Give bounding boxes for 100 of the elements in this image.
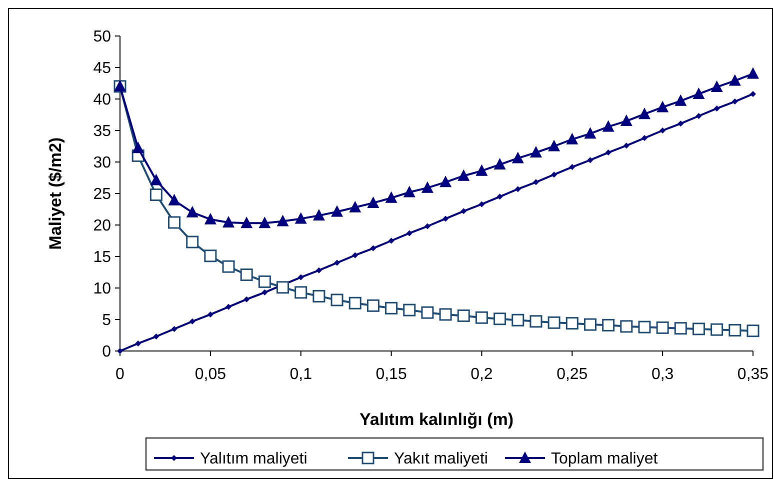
point	[457, 309, 470, 322]
point	[512, 314, 524, 326]
point	[258, 275, 271, 288]
point	[222, 260, 235, 273]
point	[440, 176, 452, 188]
point	[496, 194, 503, 200]
point	[750, 90, 756, 97]
point	[656, 100, 669, 112]
point	[316, 267, 322, 274]
point	[349, 200, 362, 212]
point	[605, 150, 612, 156]
point	[168, 194, 180, 206]
point	[732, 98, 738, 105]
point	[656, 321, 669, 334]
point	[117, 348, 123, 354]
point	[696, 113, 702, 120]
point	[385, 302, 398, 314]
point	[587, 157, 594, 164]
point	[620, 320, 633, 333]
point	[475, 311, 488, 324]
point	[207, 311, 214, 318]
point	[710, 80, 723, 92]
x-tick-label: 0,05	[194, 366, 226, 383]
y-tick-label: 15	[93, 249, 112, 266]
point	[388, 238, 394, 244]
y-tick-label: 30	[93, 154, 112, 172]
point	[548, 140, 560, 152]
point	[406, 230, 412, 236]
point	[692, 87, 705, 99]
point	[548, 316, 560, 329]
point	[331, 205, 344, 217]
point	[312, 209, 325, 221]
point	[168, 216, 181, 229]
y-tick-label: 35	[93, 123, 112, 140]
point	[294, 286, 308, 299]
point	[442, 216, 449, 222]
point	[153, 334, 160, 340]
y-tick-label: 0	[102, 344, 112, 361]
point	[478, 201, 485, 208]
point	[262, 289, 268, 296]
point	[334, 260, 340, 266]
point	[439, 308, 452, 321]
x-tick-label: 0,2	[470, 366, 493, 383]
point	[674, 94, 687, 106]
legend-label: Yakıt maliyeti	[394, 450, 488, 468]
point	[150, 174, 162, 186]
legend-label: Toplam maliyet	[551, 450, 658, 468]
y-tick-label: 20	[93, 218, 112, 235]
point	[476, 164, 488, 176]
x-axis-title: Yalıtım kalınlığı (m)	[360, 410, 514, 429]
point	[710, 323, 724, 336]
x-tick-label: 0,15	[376, 366, 407, 383]
point	[458, 169, 470, 181]
point	[746, 324, 760, 338]
point	[460, 208, 467, 214]
point	[551, 172, 558, 178]
point	[204, 250, 217, 262]
point	[714, 105, 720, 112]
point	[620, 114, 632, 126]
point	[623, 142, 630, 149]
point	[186, 206, 198, 218]
point	[494, 312, 506, 326]
point	[132, 142, 144, 154]
point	[240, 268, 253, 282]
point	[370, 245, 376, 252]
point	[602, 120, 614, 132]
point	[352, 252, 358, 258]
legend-label: Yalıtım maliyeti	[200, 450, 308, 468]
point	[276, 281, 290, 294]
point	[189, 318, 196, 324]
point	[530, 146, 542, 158]
point	[421, 306, 434, 319]
x-tick-label: 0,1	[290, 366, 312, 383]
y-tick-label: 10	[93, 280, 112, 298]
point	[566, 132, 578, 144]
point	[424, 223, 430, 230]
x-tick-label: 0,25	[556, 366, 588, 383]
point	[638, 320, 651, 334]
point	[512, 152, 524, 164]
point	[240, 216, 253, 228]
point	[403, 304, 416, 316]
point	[312, 290, 326, 302]
x-tick-label: 0,3	[651, 366, 674, 383]
point	[674, 322, 687, 335]
y-tick-label: 5	[102, 312, 112, 330]
point	[678, 120, 684, 127]
point	[728, 74, 741, 86]
point	[584, 127, 596, 139]
point	[641, 135, 648, 142]
y-tick-label: 40	[93, 92, 112, 109]
y-axis-title: Maliyet ($/m2)	[46, 137, 65, 250]
point	[421, 181, 434, 193]
point	[584, 318, 596, 331]
point	[602, 318, 615, 332]
point	[747, 67, 759, 79]
point	[366, 299, 380, 312]
point	[569, 164, 576, 170]
point	[692, 322, 705, 336]
point	[660, 128, 666, 134]
point	[258, 216, 271, 228]
